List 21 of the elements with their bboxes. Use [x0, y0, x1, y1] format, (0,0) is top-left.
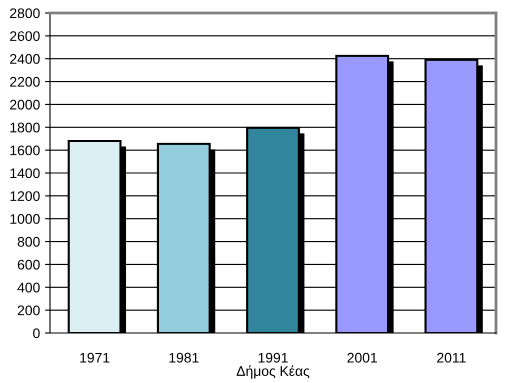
x-tick-label: 2011	[437, 352, 466, 363]
y-tick-label: 600	[18, 260, 40, 270]
y-tick-label: 400	[17, 282, 40, 292]
x-tick-label: 1991	[258, 352, 288, 363]
y-tick-label: 1600	[10, 145, 40, 156]
y-tick-label: 1400	[10, 168, 40, 178]
y-tick-label: 1000	[10, 214, 40, 224]
y-tick-label: 2800	[10, 8, 40, 18]
x-tick-label: 1971	[80, 352, 110, 363]
x-axis-title: Δήμος Κέας	[236, 365, 310, 379]
y-tick-label: 2600	[10, 31, 40, 42]
x-tick-label: 1981	[169, 352, 199, 363]
y-tick-label: 2000	[10, 100, 40, 110]
y-tick-label: 1800	[10, 122, 40, 132]
y-tick-label: 0	[33, 328, 40, 338]
y-tick-label: 2400	[10, 54, 40, 64]
x-tick-label: 2001	[347, 352, 377, 363]
y-tick-label: 200	[18, 305, 40, 316]
y-tick-label: 800	[18, 236, 40, 247]
y-tick-label: 2200	[10, 76, 40, 87]
y-tick-label: 1200	[10, 191, 40, 202]
